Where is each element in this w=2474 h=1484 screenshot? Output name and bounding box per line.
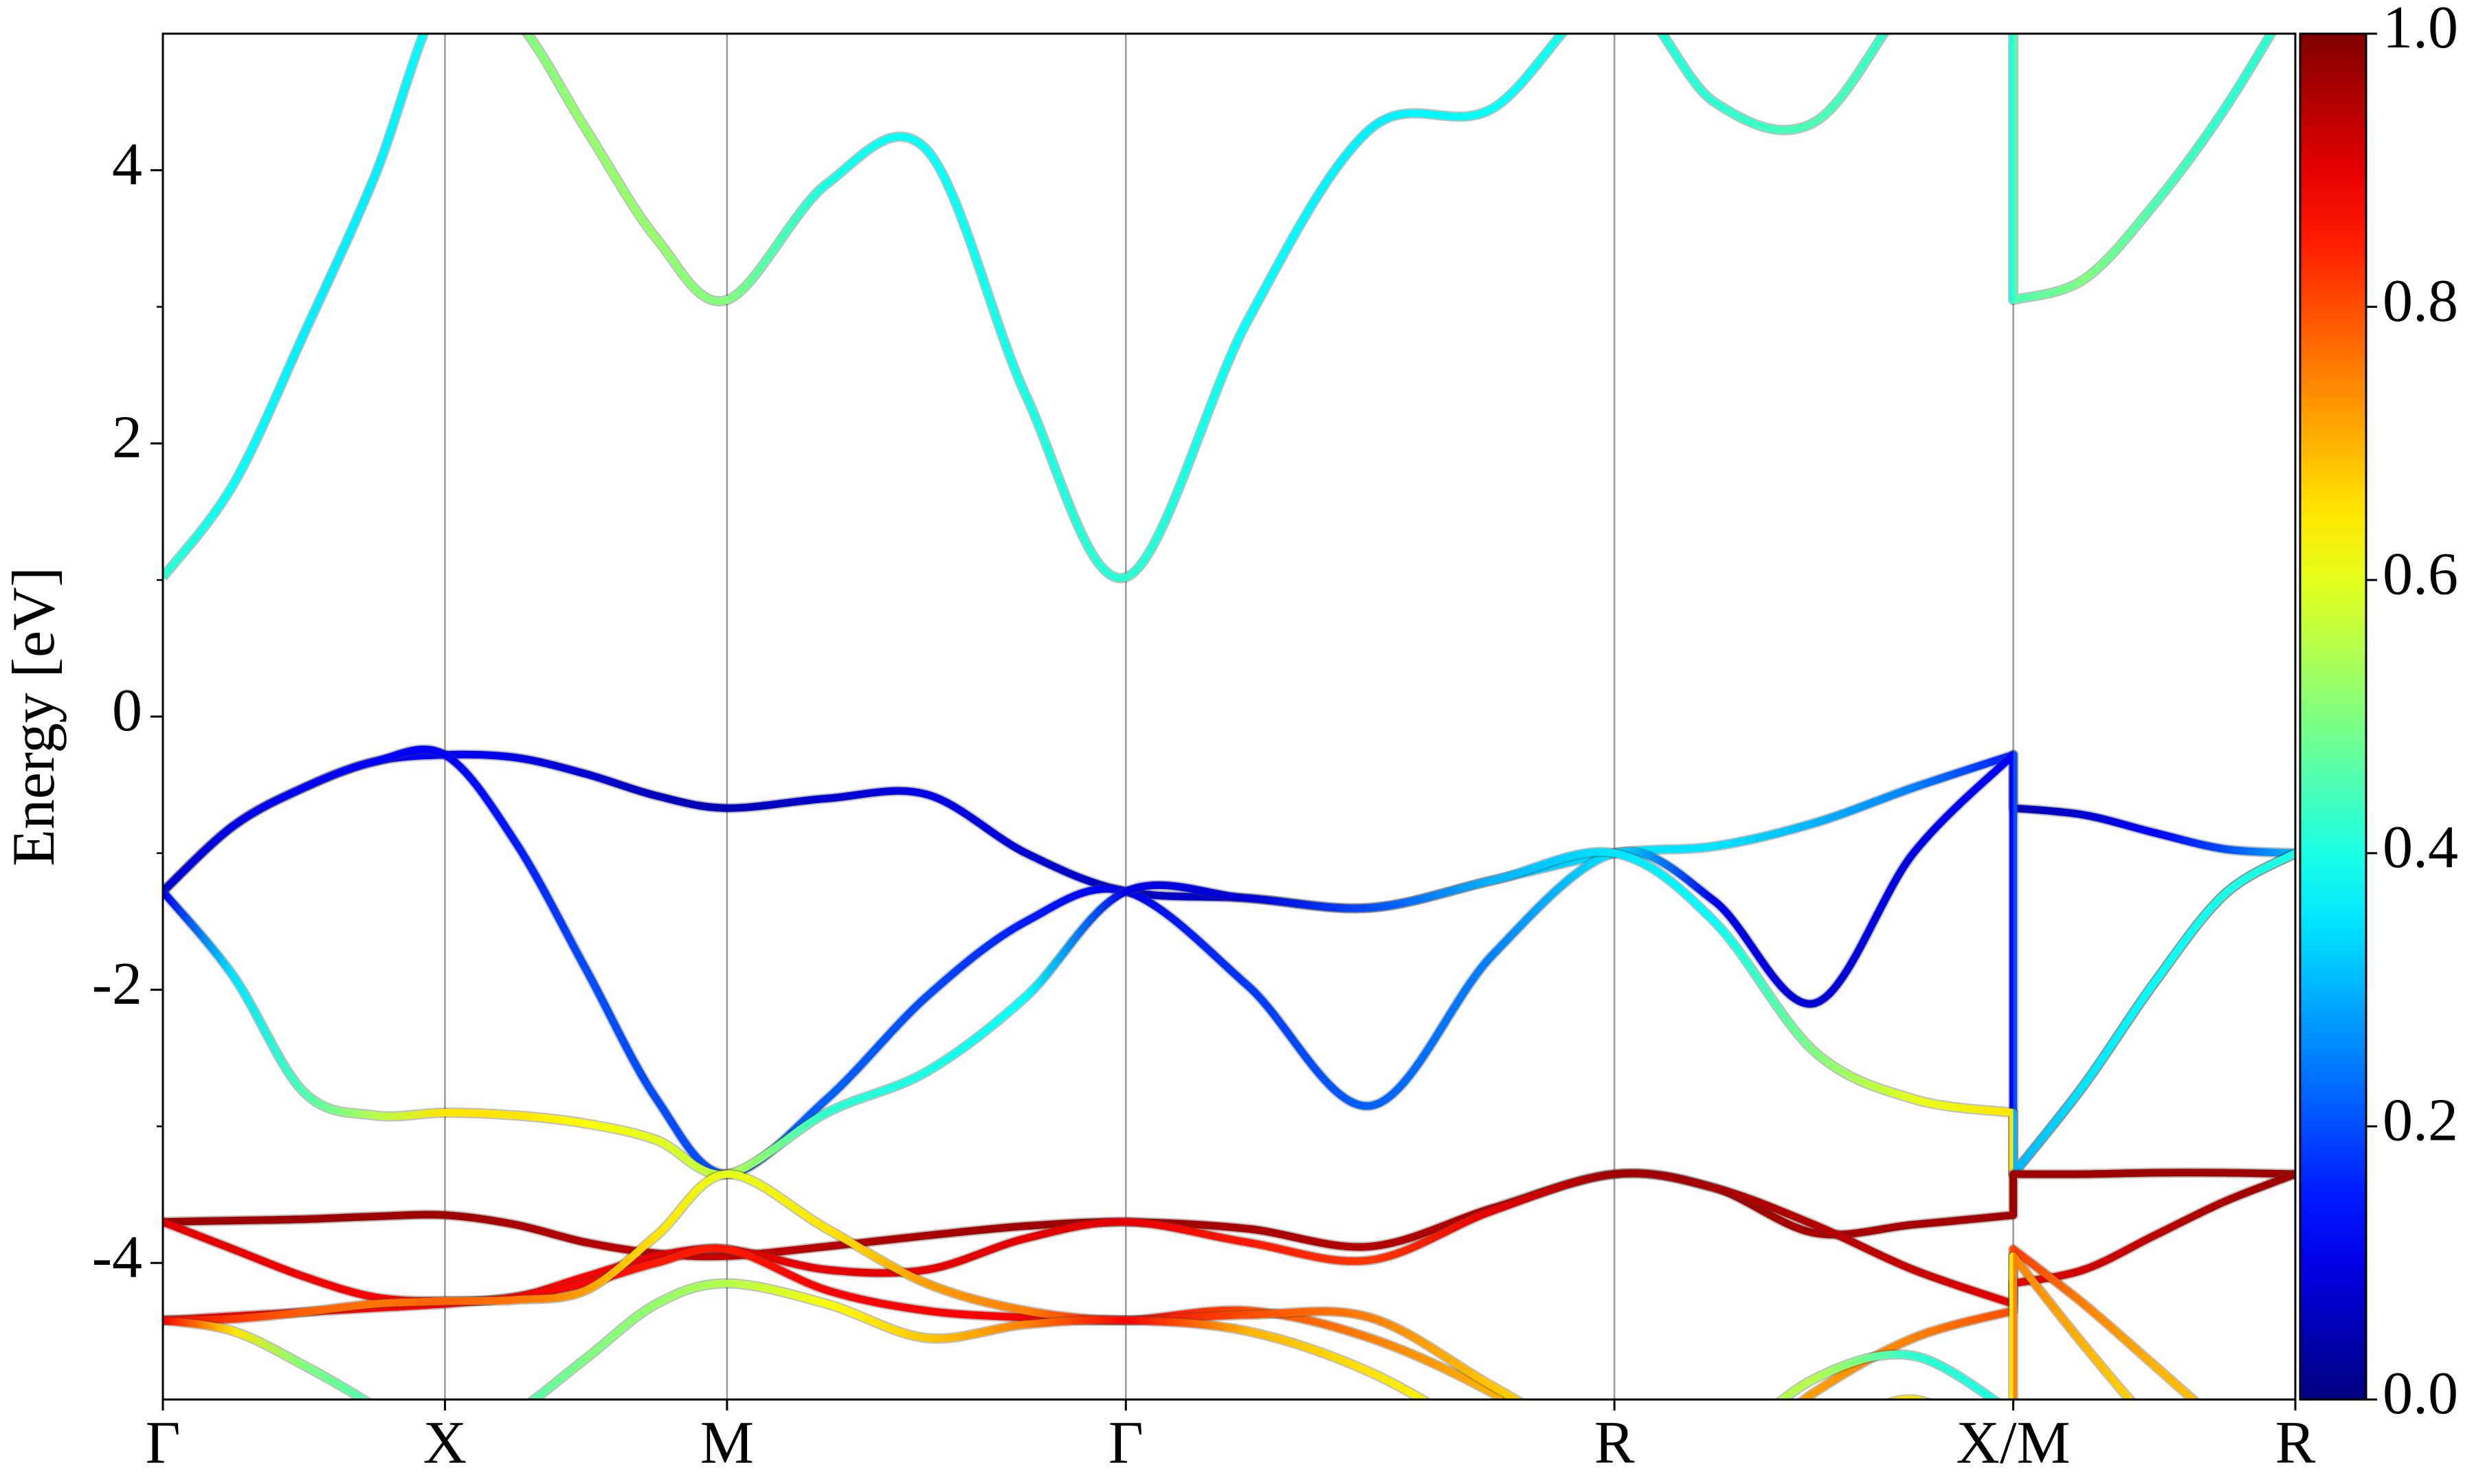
- band-outline: [163, 846, 2295, 1180]
- colorbar-tick-label: 0.2: [2383, 1088, 2458, 1154]
- y-tick-label: 0: [112, 677, 142, 744]
- band: [163, 34, 2276, 582]
- band: [163, 848, 2295, 1179]
- x-tick-label: R: [1594, 1410, 1635, 1476]
- band: [163, 1169, 2295, 1308]
- colorbar-tick-label: 1.0: [2383, 0, 2458, 61]
- band: [163, 750, 2295, 912]
- y-tick-label: -4: [92, 1224, 142, 1290]
- colorbar-tick-label: 0.0: [2383, 1360, 2458, 1427]
- x-tick-label: M: [700, 1410, 754, 1476]
- y-axis-label: Energy [eV]: [1, 567, 67, 866]
- y-tick-label: -2: [92, 951, 142, 1018]
- x-tick-label: X: [423, 1410, 467, 1476]
- band-outline: [163, 34, 2277, 583]
- x-tick-label: R: [2275, 1410, 2316, 1476]
- band-outline: [163, 749, 2295, 914]
- band: [163, 1279, 2000, 1399]
- bands: [163, 34, 2295, 1399]
- y-tick-label: 4: [112, 131, 142, 198]
- colorbar: [2299, 32, 2367, 1401]
- y-tick-label: 2: [112, 405, 142, 471]
- colorbar-tick-label: 0.6: [2383, 541, 2458, 607]
- colorbar-tick-label: 0.8: [2383, 268, 2458, 335]
- band: [163, 1170, 2135, 1399]
- x-tick-label: Γ: [146, 1410, 181, 1476]
- x-tick-label: X/M: [1956, 1410, 2070, 1476]
- plot-frame: [161, 32, 2297, 1401]
- colorbar-tick-label: 0.4: [2383, 814, 2458, 881]
- x-tick-label: Γ: [1108, 1410, 1144, 1476]
- band: [163, 745, 2295, 1178]
- band: [163, 1169, 2295, 1261]
